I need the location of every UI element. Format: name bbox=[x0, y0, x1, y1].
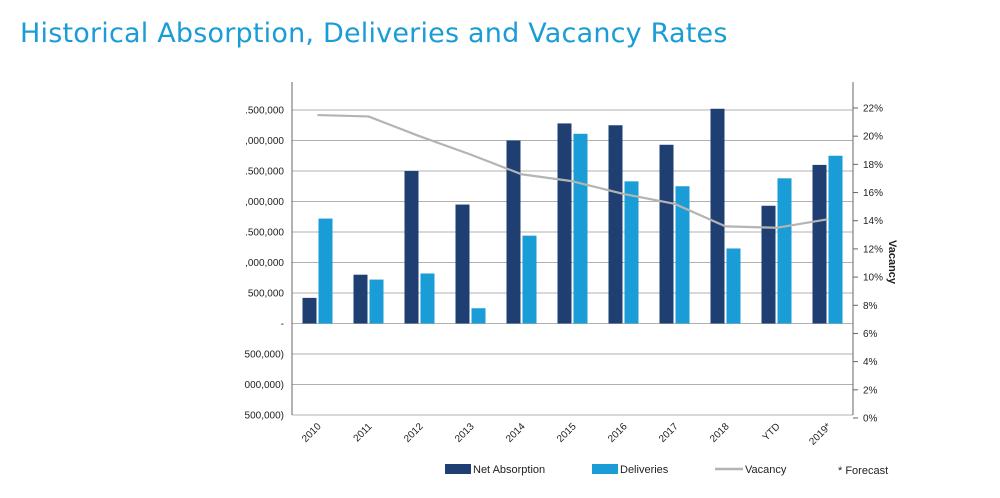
net-absorption-bar bbox=[761, 205, 776, 324]
y-left-tick-label: 500,000 bbox=[248, 289, 285, 300]
grid-lines bbox=[292, 109, 853, 416]
y-left-tick-label: .500,000 bbox=[245, 106, 284, 117]
y-right-tick-label: 16% bbox=[863, 188, 883, 199]
y-left-tick-label: 500,000) bbox=[245, 411, 284, 422]
net-absorption-bar bbox=[404, 171, 419, 324]
x-tick-label: 2018 bbox=[708, 421, 732, 445]
deliveries-bar bbox=[726, 248, 741, 324]
deliveries-bar bbox=[573, 133, 588, 324]
y-right-tick-label: 0% bbox=[863, 414, 878, 425]
legend-net-absorption: Net Absorption bbox=[445, 464, 545, 476]
deliveries-bar bbox=[471, 308, 486, 324]
legend-net-absorption-swatch bbox=[445, 464, 471, 474]
legend-vacancy-label: Vacancy bbox=[745, 464, 787, 476]
vacancy-line-series bbox=[317, 113, 828, 229]
y-left-tick-label: 000,000) bbox=[245, 380, 284, 391]
y-right-tick-label: 22% bbox=[863, 104, 883, 115]
deliveries-bar bbox=[522, 235, 537, 324]
x-tick-label: YTD bbox=[761, 421, 783, 443]
net-absorption-bar bbox=[455, 204, 470, 324]
y-right-tick-label: 2% bbox=[863, 385, 878, 396]
legend-deliveries-swatch bbox=[592, 464, 618, 474]
y-right-tick-label: 12% bbox=[863, 244, 883, 255]
y-right-axis-title: Vacancy bbox=[886, 240, 898, 285]
y-left-tick-label: 500,000) bbox=[245, 350, 284, 361]
bar-series bbox=[302, 108, 843, 324]
axes bbox=[291, 82, 858, 419]
x-tick-label: 2019* bbox=[807, 421, 833, 447]
deliveries-bar bbox=[318, 218, 333, 324]
x-tick-label: 2010 bbox=[300, 421, 324, 445]
deliveries-bar bbox=[777, 178, 792, 324]
net-absorption-bar bbox=[608, 125, 623, 324]
legend-deliveries-label: Deliveries bbox=[620, 464, 669, 476]
net-absorption-bar bbox=[302, 297, 317, 324]
y-right-tick-label: 18% bbox=[863, 160, 883, 171]
x-tick-label: 2016 bbox=[606, 421, 630, 445]
legend-vacancy: Vacancy bbox=[715, 464, 787, 476]
y-right-tick-label: 6% bbox=[863, 329, 878, 340]
deliveries-bar bbox=[420, 273, 435, 324]
net-absorption-bar bbox=[659, 144, 674, 324]
y-left-tick-label: ,000,000 bbox=[245, 197, 284, 208]
net-absorption-bar bbox=[557, 123, 572, 324]
deliveries-bar bbox=[369, 279, 384, 324]
x-tick-label: 2017 bbox=[657, 421, 681, 445]
y-right-tick-label: 20% bbox=[863, 132, 883, 143]
y-right-tick-label: 8% bbox=[863, 301, 878, 312]
net-absorption-bar bbox=[812, 164, 827, 324]
y-left-tick-label: .500,000 bbox=[245, 228, 284, 239]
forecast-footnote: * Forecast bbox=[838, 465, 888, 477]
legend: Net Absorption Deliveries Vacancy * Forecas… bbox=[445, 464, 888, 477]
legend-deliveries: Deliveries bbox=[592, 464, 669, 476]
y-left-tick-label: - bbox=[281, 319, 284, 330]
page-title: Historical Absorption, Deliveries and Va… bbox=[20, 18, 728, 49]
legend-net-absorption-label: Net Absorption bbox=[473, 464, 545, 476]
net-absorption-bar bbox=[506, 140, 521, 324]
y-right-tick-label: 10% bbox=[863, 273, 883, 284]
deliveries-bar bbox=[675, 186, 690, 324]
x-tick-label: 2013 bbox=[453, 421, 477, 445]
net-absorption-bar bbox=[710, 108, 725, 324]
x-tick-label: 2011 bbox=[352, 421, 375, 444]
x-tick-label: 2014 bbox=[504, 421, 528, 445]
y-left-tick-label: ,000,000 bbox=[245, 258, 284, 269]
y-right-tick-label: 14% bbox=[863, 216, 883, 227]
x-tick-label: 2015 bbox=[555, 421, 579, 445]
y-left-tick-label: .500,000 bbox=[245, 167, 284, 178]
deliveries-bar bbox=[624, 181, 639, 324]
net-absorption-bar bbox=[353, 274, 368, 324]
y-left-tick-label: ,000,000 bbox=[245, 136, 284, 147]
y-right-tick-label: 4% bbox=[863, 357, 878, 368]
x-tick-label: 2012 bbox=[402, 421, 426, 445]
deliveries-bar bbox=[828, 155, 843, 324]
